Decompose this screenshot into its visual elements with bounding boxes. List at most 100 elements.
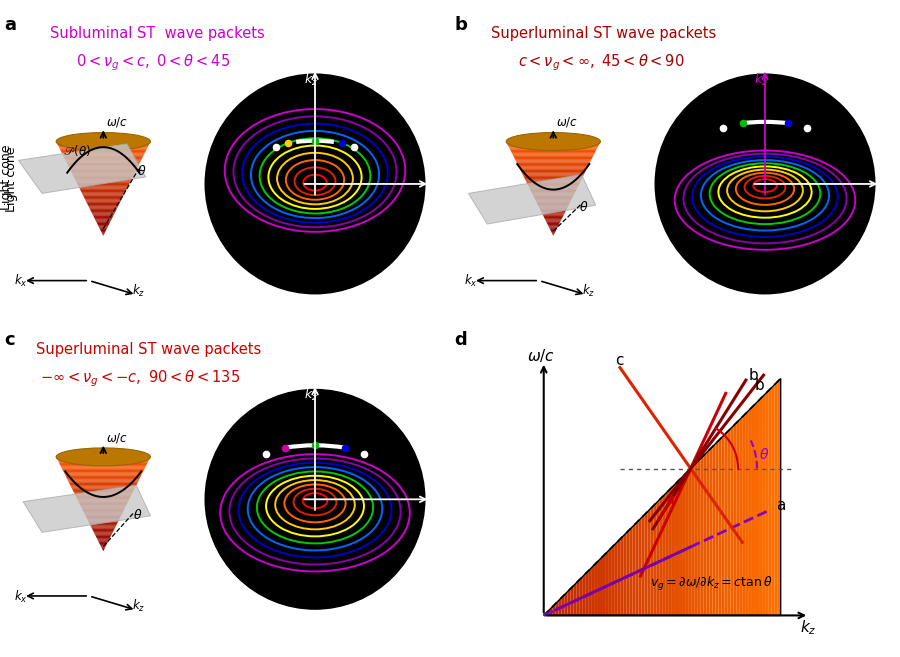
Polygon shape (94, 217, 112, 218)
Polygon shape (533, 194, 574, 196)
Polygon shape (66, 160, 141, 162)
Polygon shape (68, 165, 139, 166)
Polygon shape (562, 595, 564, 616)
Text: c: c (616, 353, 624, 368)
Polygon shape (60, 150, 147, 151)
Text: $\mathscr{P}(\theta)$: $\mathscr{P}(\theta)$ (63, 143, 91, 158)
Polygon shape (525, 178, 582, 179)
Polygon shape (515, 159, 591, 160)
Polygon shape (76, 183, 130, 184)
Polygon shape (88, 205, 119, 206)
Polygon shape (668, 488, 671, 616)
Polygon shape (544, 218, 562, 219)
Polygon shape (546, 610, 550, 616)
Polygon shape (69, 169, 137, 170)
Polygon shape (90, 525, 116, 526)
Polygon shape (58, 461, 148, 462)
Polygon shape (526, 183, 580, 184)
Text: d: d (454, 331, 467, 349)
Polygon shape (83, 511, 123, 512)
Polygon shape (527, 184, 580, 185)
Polygon shape (545, 219, 562, 221)
Polygon shape (99, 542, 108, 543)
Polygon shape (686, 470, 688, 616)
Polygon shape (541, 211, 566, 212)
Polygon shape (630, 526, 633, 616)
Polygon shape (552, 233, 554, 235)
Polygon shape (651, 506, 653, 616)
Ellipse shape (56, 133, 150, 150)
Text: Light cone: Light cone (4, 147, 18, 212)
Polygon shape (547, 224, 559, 225)
Polygon shape (597, 559, 600, 616)
Polygon shape (600, 556, 603, 616)
Polygon shape (92, 212, 115, 214)
Polygon shape (517, 162, 590, 163)
Polygon shape (86, 200, 121, 202)
Polygon shape (656, 500, 659, 616)
Polygon shape (659, 497, 662, 616)
Polygon shape (58, 459, 149, 461)
Polygon shape (766, 390, 769, 616)
Polygon shape (68, 164, 140, 165)
Polygon shape (58, 462, 148, 463)
Polygon shape (68, 166, 138, 168)
Polygon shape (77, 184, 130, 185)
Text: b: b (748, 368, 758, 383)
Polygon shape (67, 477, 140, 478)
Polygon shape (546, 221, 561, 223)
Polygon shape (653, 503, 656, 616)
Polygon shape (510, 150, 597, 151)
Polygon shape (540, 209, 567, 210)
Polygon shape (86, 203, 120, 204)
Polygon shape (617, 539, 621, 616)
Polygon shape (550, 229, 557, 230)
Polygon shape (80, 504, 127, 505)
Text: $-\infty<\nu_g<-c,\ 90<\theta<135$: $-\infty<\nu_g<-c,\ 90<\theta<135$ (40, 368, 240, 388)
Text: $k_x$: $k_x$ (425, 498, 439, 514)
Polygon shape (68, 480, 139, 482)
Polygon shape (509, 147, 598, 148)
Polygon shape (75, 178, 132, 179)
Text: $k_z$: $k_z$ (131, 598, 145, 614)
Polygon shape (70, 170, 136, 171)
Polygon shape (539, 208, 567, 209)
Polygon shape (90, 209, 117, 210)
Circle shape (655, 74, 875, 294)
Polygon shape (92, 528, 115, 529)
Polygon shape (772, 384, 775, 616)
Text: $v_g=\partial\omega/\partial k_z=c\tan\theta$: $v_g=\partial\omega/\partial k_z=c\tan\t… (651, 575, 773, 593)
Ellipse shape (56, 448, 150, 466)
Polygon shape (626, 530, 630, 616)
Polygon shape (65, 474, 141, 476)
Polygon shape (70, 485, 136, 486)
Polygon shape (752, 405, 754, 616)
Polygon shape (86, 516, 121, 517)
Text: $\omega/c$: $\omega/c$ (106, 116, 128, 129)
Polygon shape (535, 198, 572, 199)
Polygon shape (722, 435, 725, 616)
Polygon shape (513, 156, 593, 157)
Polygon shape (100, 544, 107, 545)
Polygon shape (100, 229, 107, 230)
Text: $k_z$: $k_z$ (799, 618, 816, 637)
Polygon shape (609, 547, 612, 616)
Polygon shape (97, 539, 109, 541)
Polygon shape (701, 455, 704, 616)
Polygon shape (59, 463, 148, 464)
Polygon shape (688, 467, 692, 616)
Polygon shape (522, 173, 584, 175)
Polygon shape (564, 592, 567, 616)
Polygon shape (757, 399, 760, 616)
Polygon shape (71, 171, 136, 172)
Polygon shape (63, 470, 144, 471)
Polygon shape (97, 224, 109, 225)
Polygon shape (549, 227, 557, 229)
Polygon shape (56, 141, 150, 143)
Polygon shape (61, 151, 146, 152)
Polygon shape (519, 169, 587, 170)
Polygon shape (506, 141, 600, 143)
Polygon shape (59, 464, 147, 465)
Polygon shape (727, 429, 730, 616)
Text: Superluminal ST wave packets: Superluminal ST wave packets (36, 342, 261, 357)
